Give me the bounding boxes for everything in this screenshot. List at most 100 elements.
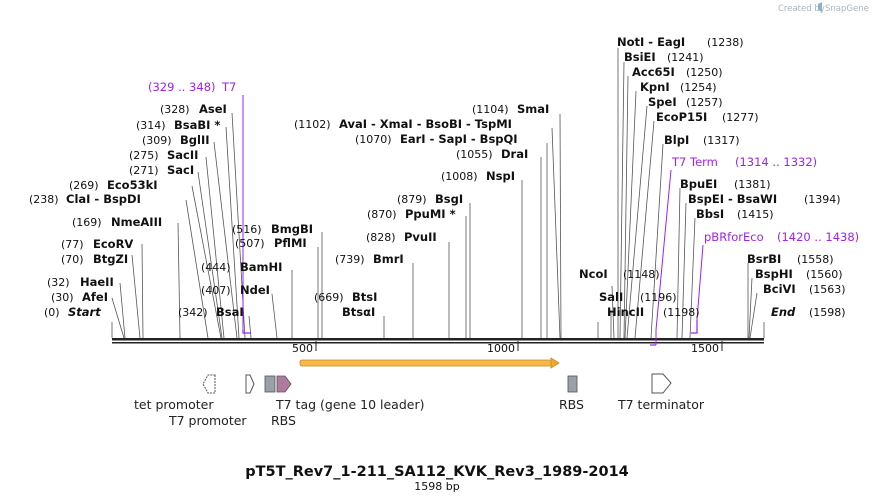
primer-pbrforeco-marker[interactable] xyxy=(691,244,704,334)
enzyme-pos-bbsi: (1415) xyxy=(737,208,774,221)
enzyme-btsai[interactable]: BtsαI xyxy=(342,305,375,319)
feature-label-rbs-1: RBS xyxy=(271,413,296,428)
enzyme-pos-start: (0) xyxy=(44,306,60,319)
enzyme-nspi[interactable]: NspI xyxy=(486,169,515,183)
enzyme-sacii[interactable]: SacII xyxy=(167,148,198,162)
enzyme-end[interactable]: End xyxy=(771,305,796,319)
t7-promoter-icon[interactable] xyxy=(245,374,255,394)
enzyme-pos-btgzi: (70) xyxy=(61,253,84,266)
enzyme-pos-hincii: (1198) xyxy=(663,306,700,319)
enzyme-pvuii[interactable]: PvuII xyxy=(404,230,437,244)
enzyme-bmri[interactable]: BmrI xyxy=(373,252,404,266)
enzyme-afei[interactable]: AfeI xyxy=(82,290,108,304)
enzyme-eari-sapi-bspqi[interactable]: EarI - SapI - BspQI xyxy=(400,132,518,146)
enzyme-pos-bsrbi: (1558) xyxy=(797,253,834,266)
enzyme-pos-eco53ki: (269) xyxy=(69,179,99,192)
enzyme-pos-spei: (1257) xyxy=(686,96,723,109)
primer-t7term-range[interactable]: (1314 .. 1332) xyxy=(735,155,817,169)
enzyme-ecorv[interactable]: EcoRV xyxy=(93,237,133,251)
enzyme-ppumi[interactable]: PpuMI * xyxy=(405,207,456,221)
enzyme-pos-asei: (328) xyxy=(160,103,190,116)
enzyme-spei[interactable]: SpeI xyxy=(648,95,677,109)
enzyme-pos-saci: (271) xyxy=(129,164,159,177)
rbs-icon-1[interactable] xyxy=(264,375,276,393)
enzyme-pos-ncoi: (1148) xyxy=(623,268,660,281)
feature-label-t7-tag: T7 tag (gene 10 leader) xyxy=(275,397,424,412)
enzyme-bamhi[interactable]: BamHI xyxy=(240,260,282,274)
enzyme-acc65i[interactable]: Acc65I xyxy=(632,65,675,79)
enzyme-eco53ki[interactable]: Eco53kI xyxy=(107,178,158,192)
enzyme-pos-pvuii: (828) xyxy=(366,231,396,244)
primer-t7-range[interactable]: (329 .. 348) xyxy=(148,80,216,94)
enzyme-pos-haeii: (32) xyxy=(47,276,70,289)
enzyme-bcivi[interactable]: BciVI xyxy=(763,282,796,296)
enzyme-pos-blpi: (1317) xyxy=(703,134,740,147)
scale-tick-1000: 1000 xyxy=(487,341,519,355)
enzyme-bpuei[interactable]: BpuEI xyxy=(680,177,717,191)
primer-pbrforeco-name[interactable]: pBRforEco xyxy=(704,230,764,244)
enzyme-kpni[interactable]: KpnI xyxy=(640,80,670,94)
orf-arrow[interactable] xyxy=(299,357,560,369)
enzyme-bsrbi[interactable]: BsrBI xyxy=(747,252,781,266)
enzyme-pos-kpni: (1254) xyxy=(680,81,717,94)
enzyme-bsabi[interactable]: BsaBI * xyxy=(174,118,220,132)
enzyme-pos-sacii: (275) xyxy=(129,149,159,162)
enzyme-pos-bglii: (309) xyxy=(142,134,172,147)
enzyme-avai-xmai-bsobi-tspmi[interactable]: AvaI - XmaI - BsoBI - TspMI xyxy=(339,117,512,131)
enzyme-btsi[interactable]: BtsI xyxy=(352,290,377,304)
enzyme-bglii[interactable]: BglII xyxy=(180,133,210,147)
enzyme-bsphi[interactable]: BspHI xyxy=(755,267,793,281)
enzyme-pflmi[interactable]: PflMI xyxy=(274,236,307,250)
primer-t7term-name[interactable]: T7 Term xyxy=(671,155,718,169)
enzyme-smai[interactable]: SmaI xyxy=(517,102,549,116)
enzyme-bbsi[interactable]: BbsI xyxy=(696,207,724,221)
enzyme-pos-pflmi: (507) xyxy=(235,237,265,250)
enzyme-bsai[interactable]: BsaI xyxy=(216,305,244,319)
enzyme-pos-ecorv: (77) xyxy=(61,238,84,251)
primer-pbrforeco-range[interactable]: (1420 .. 1438) xyxy=(777,230,859,244)
enzyme-pos-smai: (1104) xyxy=(472,103,509,116)
enzyme-pos-clai: (238) xyxy=(29,193,59,206)
t7-tag-icon[interactable] xyxy=(276,375,292,393)
enzyme-bsgi[interactable]: BsgI xyxy=(435,192,463,206)
enzyme-blpi[interactable]: BlpI xyxy=(664,133,689,147)
enzyme-pos-bsabi: (314) xyxy=(136,119,166,132)
enzyme-bmgbi[interactable]: BmgBI xyxy=(271,222,313,236)
enzyme-hincii[interactable]: HincII xyxy=(607,305,644,319)
enzyme-start[interactable]: Start xyxy=(68,305,101,319)
primer-t7-marker[interactable] xyxy=(242,95,251,334)
map-title: pT5T_Rev7_1-211_SA112_KVK_Rev3_1989-2014 xyxy=(245,464,629,480)
snapgene-brand-text: SnapGene xyxy=(825,4,869,14)
enzyme-nmeaiii[interactable]: NmeAIII xyxy=(111,215,162,229)
enzyme-clai-bspdi[interactable]: ClaI - BspDI xyxy=(66,192,141,206)
enzyme-pos-bsiei: (1241) xyxy=(667,51,704,64)
enzyme-pos-eari: (1070) xyxy=(355,133,392,146)
enzyme-bsiei[interactable]: BsiEI xyxy=(624,50,656,64)
enzyme-pos-afei: (30) xyxy=(51,291,74,304)
t7-terminator-icon[interactable] xyxy=(651,373,672,394)
enzyme-ncoi[interactable]: NcoI xyxy=(579,267,608,281)
enzyme-asei[interactable]: AseI xyxy=(199,102,227,116)
tick-label-1000: 1000 xyxy=(487,342,515,355)
primer-t7term-marker[interactable] xyxy=(650,169,672,346)
enzyme-bspei-bsawi[interactable]: BspEI - BsaWI xyxy=(688,192,777,206)
enzyme-haeii[interactable]: HaeII xyxy=(80,275,114,289)
feature-label-rbs-2: RBS xyxy=(559,397,584,412)
enzyme-ecop15i[interactable]: EcoP15I xyxy=(656,110,707,124)
map-length: 1598 bp xyxy=(414,480,459,493)
enzyme-drai[interactable]: DraI xyxy=(501,147,528,161)
enzyme-leader-lines xyxy=(111,48,765,339)
enzyme-pos-nspi: (1008) xyxy=(441,170,478,183)
tet-promoter-icon[interactable] xyxy=(202,374,216,394)
enzyme-btgzi[interactable]: BtgZI xyxy=(93,252,128,266)
enzyme-sali[interactable]: SalI xyxy=(599,290,623,304)
enzyme-noti-eagi[interactable]: NotI - EagI xyxy=(617,35,685,49)
enzyme-pos-acc65i: (1250) xyxy=(686,66,723,79)
enzyme-saci[interactable]: SacI xyxy=(167,163,194,177)
rbs-icon-2[interactable] xyxy=(567,375,578,393)
primer-t7-name[interactable]: T7 xyxy=(221,80,236,94)
enzyme-pos-bmri: (739) xyxy=(335,253,365,266)
backbone[interactable] xyxy=(112,338,764,344)
enzyme-ndei[interactable]: NdeI xyxy=(240,283,270,297)
